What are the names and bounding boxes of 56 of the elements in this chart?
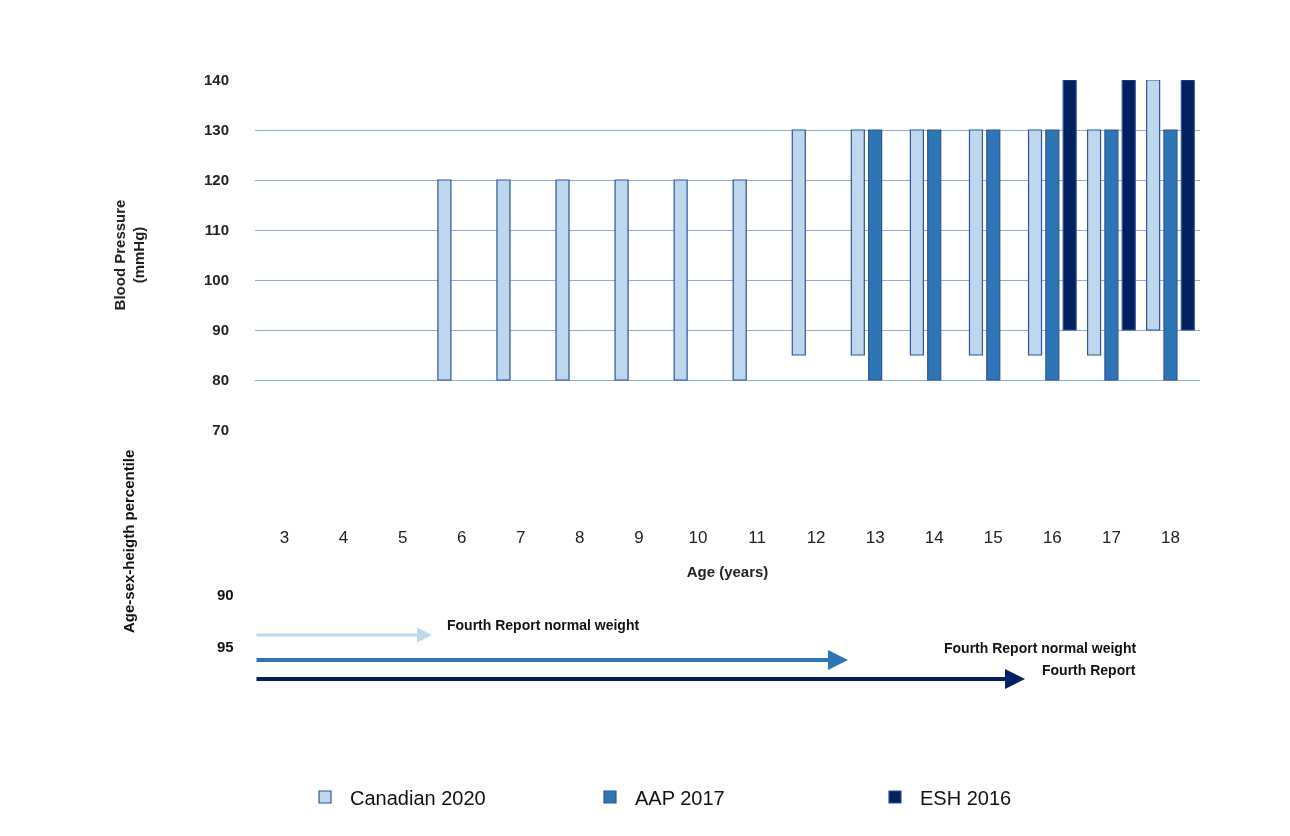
y-tick-label: 80 [212, 371, 229, 389]
x-tick-label: 11 [748, 528, 766, 547]
text: Fourth Report normal weight [447, 617, 640, 633]
bar [968, 129, 984, 356]
x-tick-label: 16 [1042, 528, 1062, 547]
bar [1062, 80, 1077, 331]
bar [927, 129, 942, 381]
bar [868, 129, 883, 381]
text: Fourth Report normal weight [944, 640, 1137, 656]
bar [496, 179, 511, 381]
y-tick-label: 110 [204, 221, 229, 239]
y-tick-label: 70 [212, 421, 229, 439]
bar [909, 129, 924, 356]
bar [1086, 129, 1102, 356]
x-axis-title: Age (years) [686, 563, 769, 580]
text: Fourth Report [1042, 662, 1136, 678]
bar [850, 129, 865, 356]
text: Age-sex-heigth percentile [120, 449, 137, 633]
y-axis-title: Blood Pressure (mmHg) [110, 199, 148, 311]
x-tick-label: 10 [688, 528, 708, 547]
bar [986, 129, 1001, 381]
bar [791, 129, 806, 356]
x-tick-label: 15 [983, 528, 1003, 547]
x-tick-label: 13 [865, 528, 885, 547]
x-tick-label: 9 [634, 528, 644, 547]
y-tick-label: 90 [212, 321, 229, 339]
y-tick-label: 100 [203, 271, 229, 289]
x-tick-label: 5 [397, 528, 408, 547]
x-tick-label: 14 [924, 528, 944, 547]
bar [1045, 129, 1060, 381]
y-tick-label: 130 [203, 121, 229, 139]
x-tick-label: 3 [279, 528, 290, 547]
x-tick-label: 7 [516, 528, 526, 547]
bar [555, 179, 570, 381]
bar [673, 179, 688, 381]
legend-label: ESH 2016 [920, 786, 1012, 809]
y-tick-label: 140 [203, 71, 229, 89]
bar [1121, 80, 1136, 331]
text: 95 [217, 638, 234, 655]
x-tick-label: 17 [1101, 528, 1121, 547]
x-tick-label: 12 [806, 528, 826, 547]
bar [1027, 129, 1043, 356]
bar [437, 179, 452, 381]
bar [614, 179, 629, 381]
y-tick-label: 120 [203, 171, 229, 189]
x-tick-label: 8 [575, 528, 585, 547]
x-tick-label: 4 [338, 528, 349, 547]
x-tick-label: 18 [1161, 528, 1180, 547]
bar [1163, 129, 1178, 381]
x-tick-label: 6 [456, 528, 467, 547]
bar [732, 179, 747, 381]
legend-label: AAP 2017 [635, 786, 725, 809]
bar [1180, 80, 1195, 331]
bar [1146, 80, 1161, 331]
bar [1104, 129, 1119, 381]
legend-label: Canadian 2020 [350, 786, 486, 809]
